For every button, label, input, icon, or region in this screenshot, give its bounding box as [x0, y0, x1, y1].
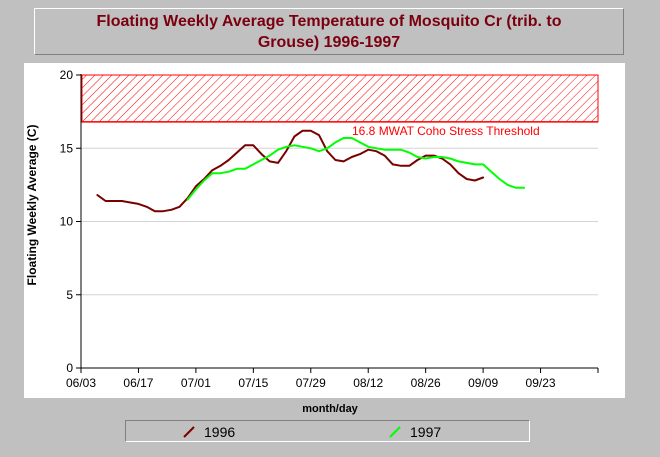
legend-label-1997: 1997 — [410, 424, 442, 440]
chart-title: Floating Weekly Average Temperature of M… — [96, 12, 562, 51]
x-tick-label-06-17: 06/17 — [123, 376, 153, 390]
x-tick-label-09-09: 09/09 — [468, 376, 498, 390]
x-tick-label-08-26: 08/26 — [411, 376, 441, 390]
legend-swatch-1997 — [389, 426, 401, 438]
x-axis-label: month/day — [302, 403, 358, 415]
axes — [76, 74, 599, 373]
legend-item-1997: 1997 — [388, 423, 441, 441]
x-tick-label-08-12: 08/12 — [353, 376, 383, 390]
y-tick-label-20: 20 — [60, 68, 74, 82]
series-lines — [96, 129, 526, 213]
legend-item-1996: 1996 — [182, 423, 235, 441]
y-tick-label-15: 15 — [60, 141, 74, 155]
x-tick-label-07-29: 07/29 — [296, 376, 326, 390]
threshold-label: 16.8 MWAT Coho Stress Threshold — [352, 124, 540, 138]
x-tick-label-07-15: 07/15 — [238, 376, 268, 390]
series-line-1996 — [96, 129, 485, 213]
y-axis-label-holder: Floating Weekly Average (C) — [22, 90, 42, 320]
threshold-hatch — [81, 74, 599, 123]
y-axis-label: Floating Weekly Average (C) — [25, 124, 39, 286]
y-tick-label-10: 10 — [60, 215, 74, 229]
series-line-1997 — [186, 137, 526, 201]
x-tick-label-07-01: 07/01 — [181, 376, 211, 390]
chart-title-panel: Floating Weekly Average Temperature of M… — [34, 8, 624, 55]
legend-swatch-1996 — [183, 426, 195, 438]
tick-labels: 0 5 10 15 20 06/03 06/17 07/01 07/15 07/29 08/12 08… — [60, 68, 556, 390]
y-tick-label-5: 5 — [66, 288, 73, 302]
x-tick-label-09-23: 09/23 — [526, 376, 556, 390]
y-tick-label-0: 0 — [66, 361, 73, 375]
x-tick-label-06-03: 06/03 — [66, 376, 96, 390]
legend: 1996 1997 — [125, 420, 530, 442]
legend-label-1996: 1996 — [204, 424, 236, 440]
threshold-band: 16.8 MWAT Coho Stress Threshold — [81, 74, 599, 138]
